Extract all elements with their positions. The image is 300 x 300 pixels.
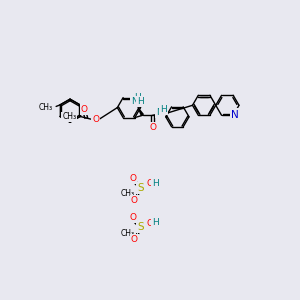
Text: S: S (137, 183, 144, 193)
Text: CH₃: CH₃ (121, 229, 135, 238)
Text: O: O (92, 115, 99, 124)
Text: O: O (146, 179, 153, 188)
Text: H: H (134, 93, 141, 102)
Text: CH₃: CH₃ (39, 103, 53, 112)
Text: N: N (231, 110, 238, 119)
Text: O: O (131, 235, 138, 244)
Text: O: O (146, 219, 153, 228)
Text: O: O (131, 196, 138, 205)
Text: CH₃: CH₃ (62, 112, 76, 122)
Text: CH₃: CH₃ (121, 189, 135, 198)
Text: O: O (149, 123, 156, 132)
Text: H: H (152, 218, 159, 227)
Text: O: O (80, 105, 88, 114)
Text: N: N (131, 97, 138, 106)
Polygon shape (136, 104, 144, 116)
Text: S: S (137, 222, 144, 232)
Text: O: O (129, 174, 136, 183)
Text: N: N (156, 109, 163, 118)
Text: H: H (137, 97, 144, 106)
Text: O: O (129, 213, 136, 222)
Text: H: H (152, 178, 159, 188)
Text: H: H (160, 105, 167, 114)
